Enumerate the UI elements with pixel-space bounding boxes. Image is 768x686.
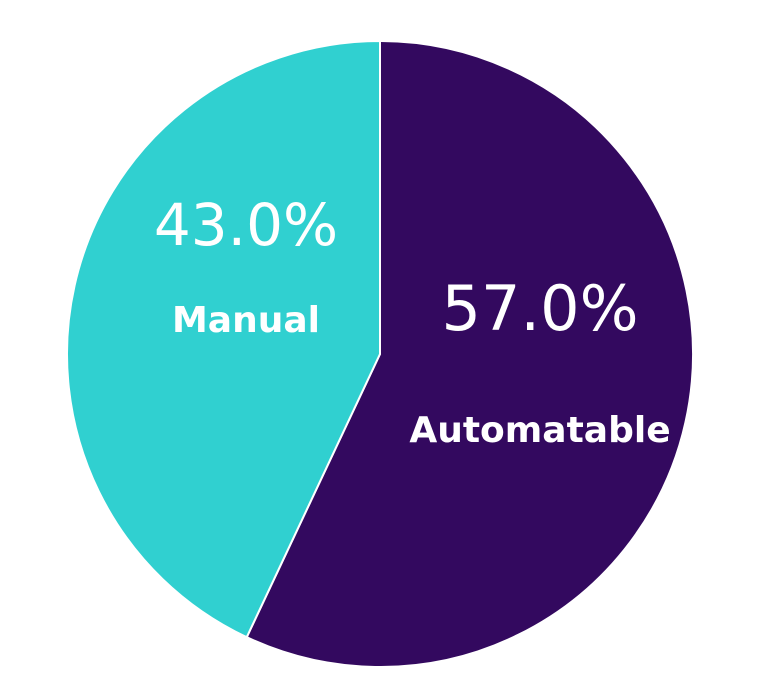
slice-label-manual: Manual [172, 300, 320, 341]
pie-slice-manual [66, 39, 381, 639]
slice-percent-manual: 43.0% [154, 191, 338, 259]
slice-percent-automatable: 57.0% [442, 272, 639, 345]
slice-label-automatable: Automatable [409, 410, 670, 451]
pie-labels: 57.0% Automatable 43.0% Manual [154, 191, 671, 451]
pie-slices [66, 39, 694, 668]
pie-slice-automatable [245, 39, 694, 668]
